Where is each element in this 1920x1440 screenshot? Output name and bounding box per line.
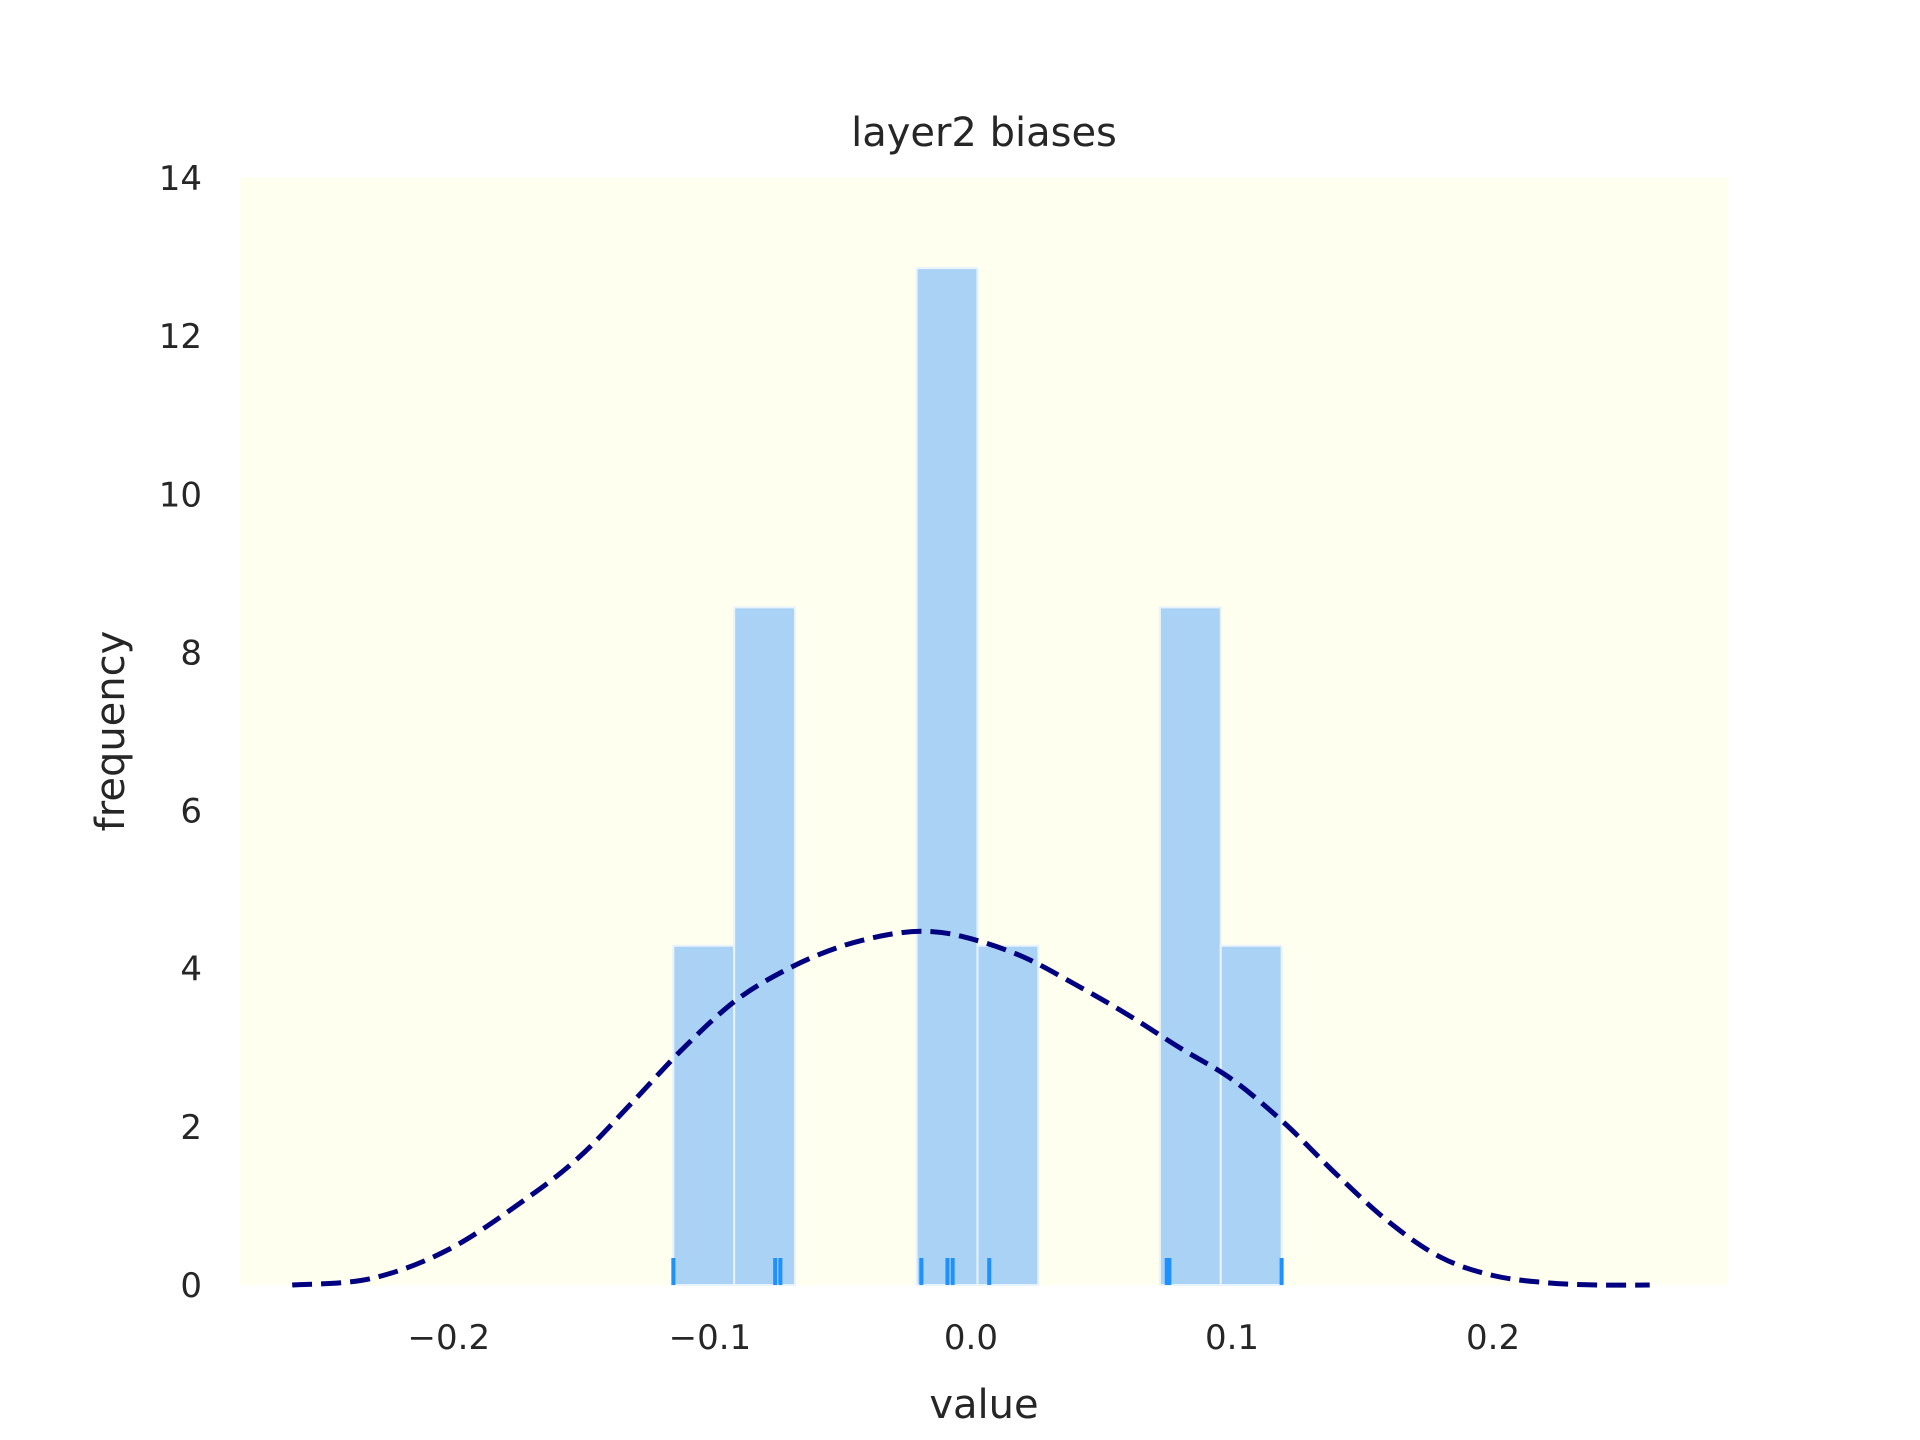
y-tick-label: 0 xyxy=(180,1266,202,1306)
histogram-bar xyxy=(672,944,736,1286)
x-axis-ticks: −0.2 −0.1 0.0 0.1 0.2 xyxy=(408,1318,1521,1358)
x-tick-label: 0.1 xyxy=(1205,1318,1259,1358)
x-tick-label: −0.1 xyxy=(669,1318,752,1358)
rug-layer xyxy=(671,1258,1284,1285)
chart-title: layer2 biases xyxy=(851,110,1117,156)
histogram-bar xyxy=(915,267,979,1286)
histogram-bar xyxy=(1158,606,1222,1286)
histogram-bar xyxy=(976,944,1040,1286)
y-tick-label: 8 xyxy=(180,633,202,673)
x-tick-label: 0.2 xyxy=(1466,1318,1520,1358)
x-tick-label: 0.0 xyxy=(944,1318,998,1358)
x-tick-label: −0.2 xyxy=(408,1318,491,1358)
y-tick-label: 6 xyxy=(180,792,202,832)
x-axis-label: value xyxy=(929,1382,1038,1428)
kde-line xyxy=(291,928,1650,1288)
y-axis-label: frequency xyxy=(88,631,134,832)
histogram-bar xyxy=(1219,944,1283,1286)
bars-layer xyxy=(672,267,1283,1286)
y-tick-label: 4 xyxy=(180,950,202,990)
y-tick-label: 12 xyxy=(159,317,202,357)
y-tick-label: 10 xyxy=(159,475,202,515)
y-tick-label: 2 xyxy=(180,1108,202,1148)
y-axis-ticks: 0 2 4 6 8 10 12 14 xyxy=(159,159,202,1306)
histogram-bar xyxy=(733,606,796,1286)
y-tick-label: 14 xyxy=(159,159,202,199)
